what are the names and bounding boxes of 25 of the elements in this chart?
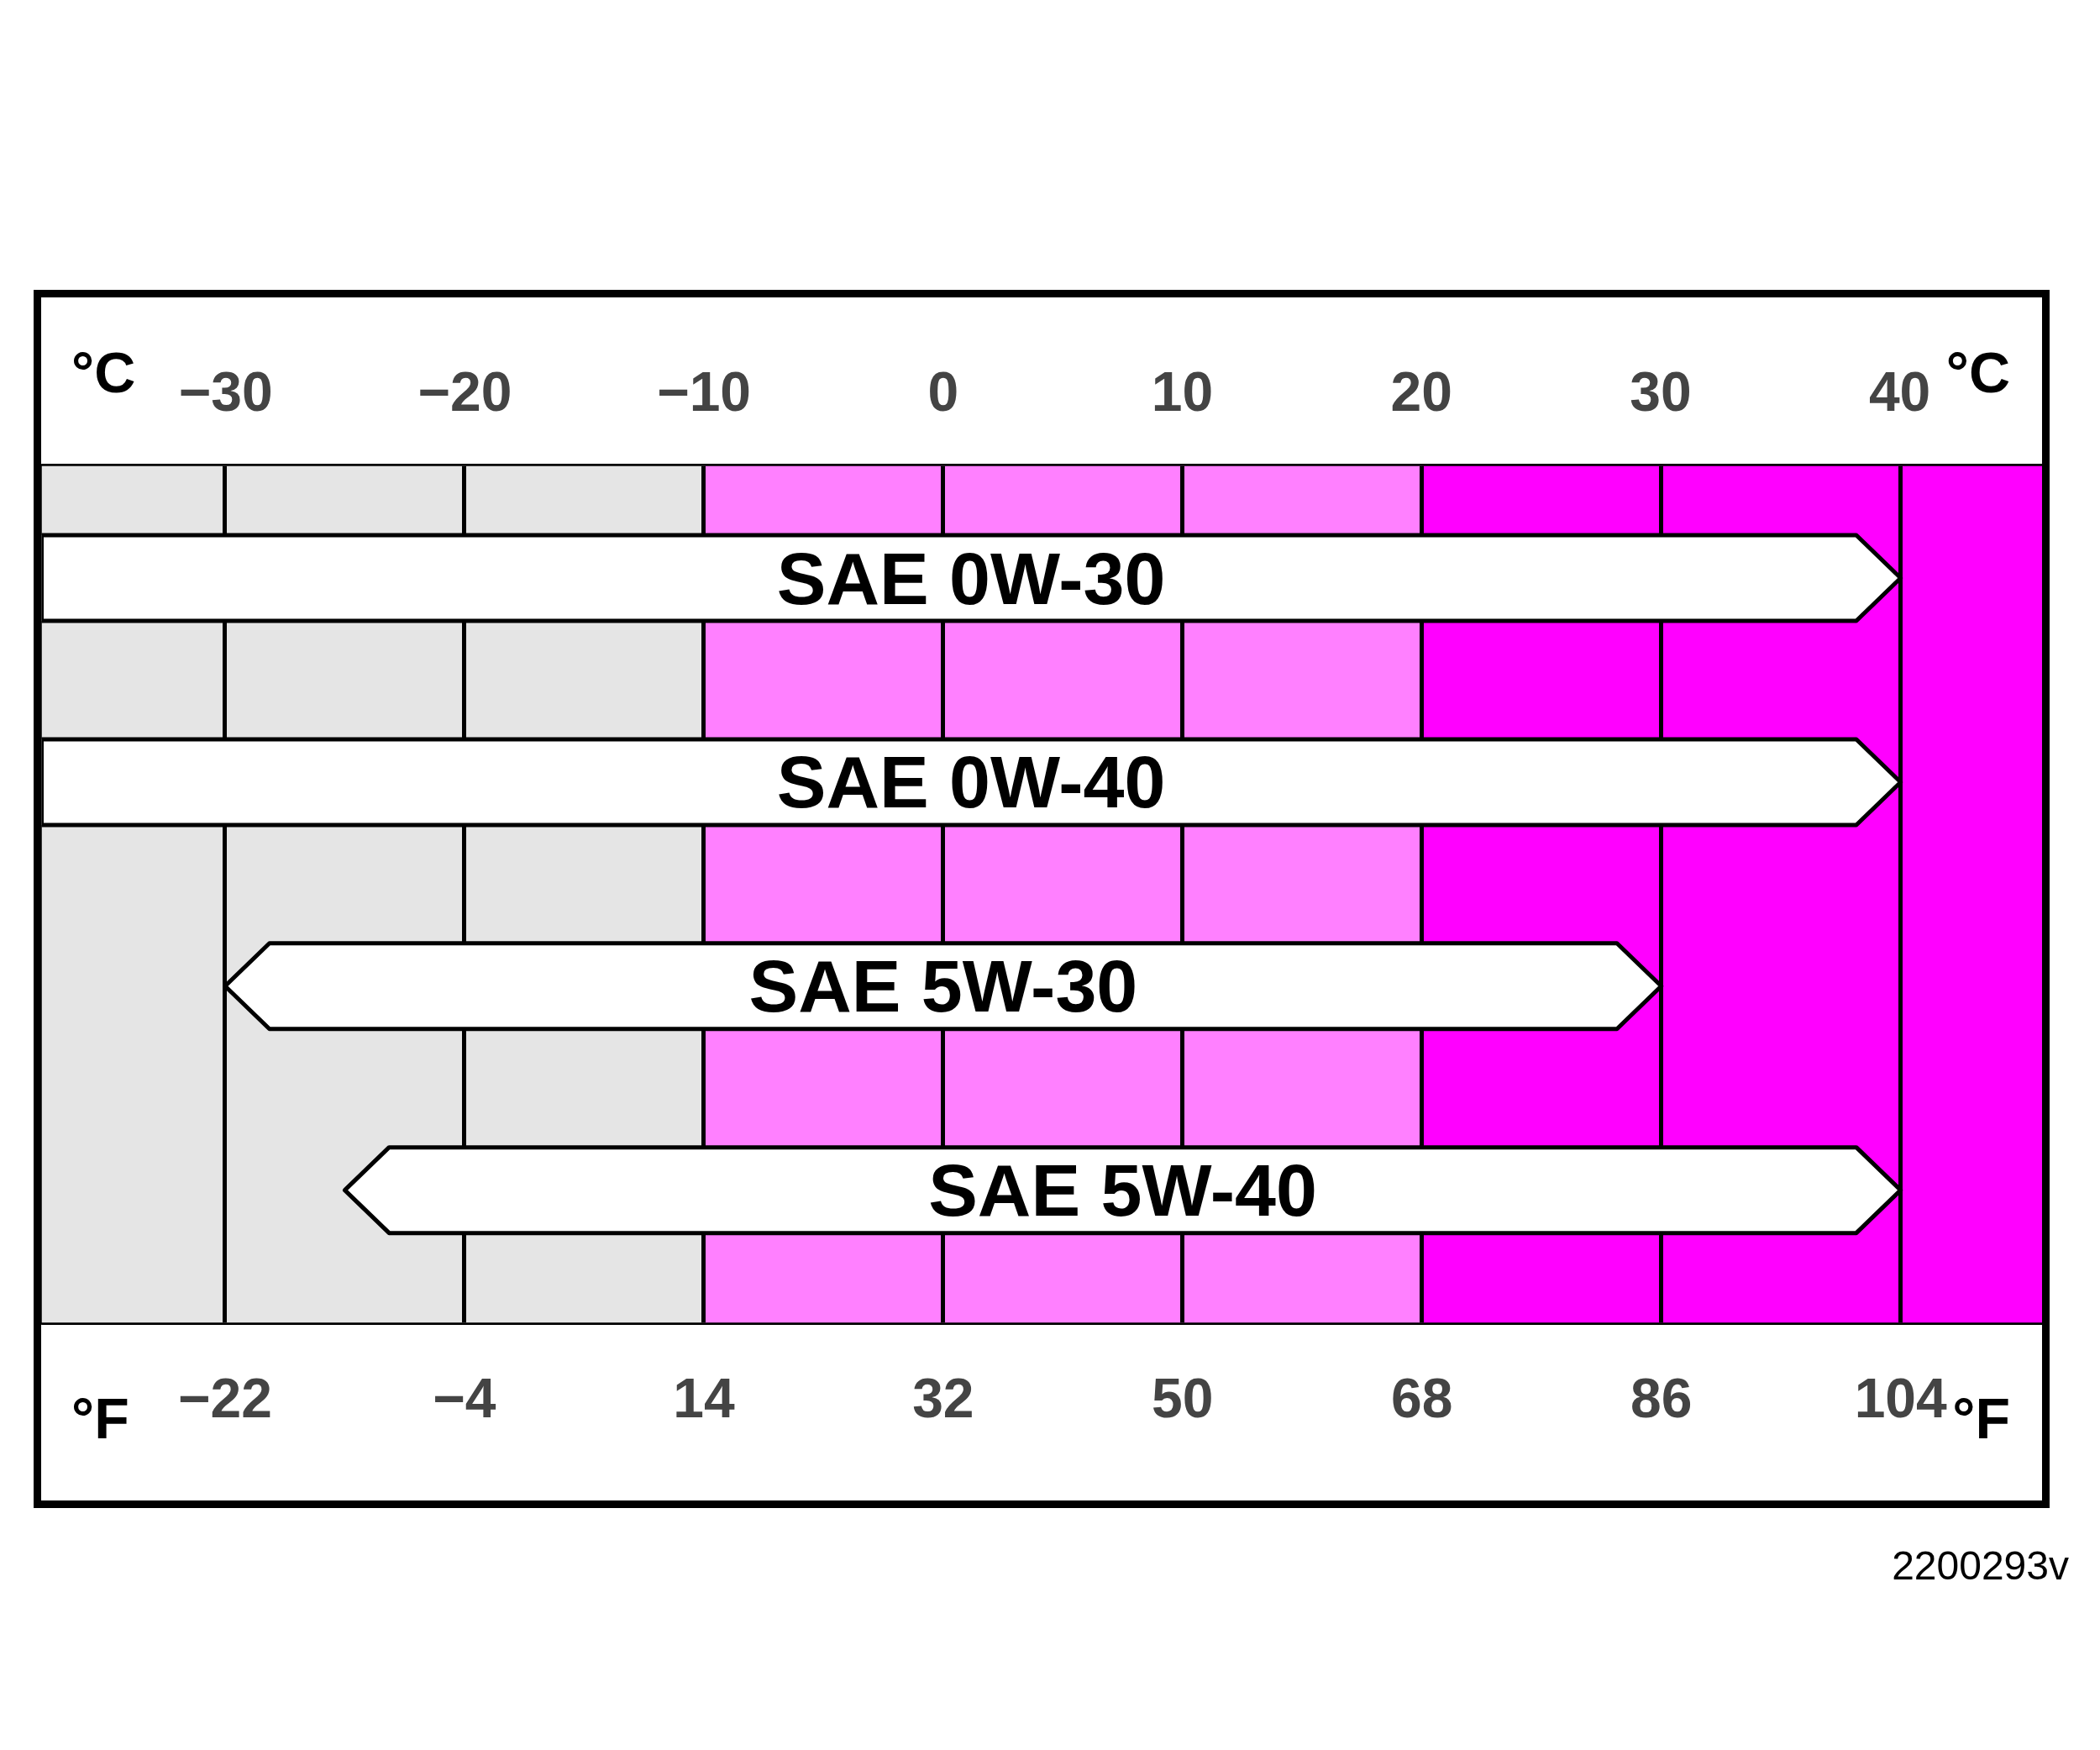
- x2-tick-label: 0: [927, 360, 959, 423]
- y-tick-label: SAE 5W-30: [748, 944, 1138, 1028]
- x-tick-label: −4: [433, 1366, 496, 1429]
- x2-tick-label: 40: [1868, 360, 1931, 423]
- x2-tick-label: −10: [657, 360, 752, 423]
- x-tick-label: 86: [1630, 1366, 1693, 1429]
- x2-tick-label: −30: [178, 360, 273, 423]
- text: °F: [1952, 1386, 2010, 1450]
- x2-tick-label: −20: [417, 360, 512, 423]
- text: °C: [1945, 340, 2010, 404]
- x-tick-label: −22: [177, 1366, 272, 1429]
- x-tick-label: 104: [1854, 1366, 1948, 1429]
- y-tick-label: SAE 5W-40: [928, 1148, 1317, 1232]
- x-tick-label: 50: [1152, 1366, 1214, 1429]
- x2-axis-title: °C: [71, 339, 136, 406]
- x2-tick-label: 20: [1390, 360, 1452, 423]
- y-tick-label: SAE 0W-40: [776, 740, 1166, 824]
- x2-tick-label: 30: [1630, 360, 1692, 423]
- x-axis-title: °F: [71, 1385, 129, 1452]
- x-tick-label: 32: [912, 1366, 974, 1429]
- y-tick-label: SAE 0W-30: [776, 536, 1166, 620]
- x2-tick-label: 10: [1151, 360, 1214, 423]
- x-tick-label: 68: [1391, 1366, 1453, 1429]
- text: 2200293v: [1892, 1542, 2069, 1590]
- x-tick-label: 14: [673, 1366, 735, 1429]
